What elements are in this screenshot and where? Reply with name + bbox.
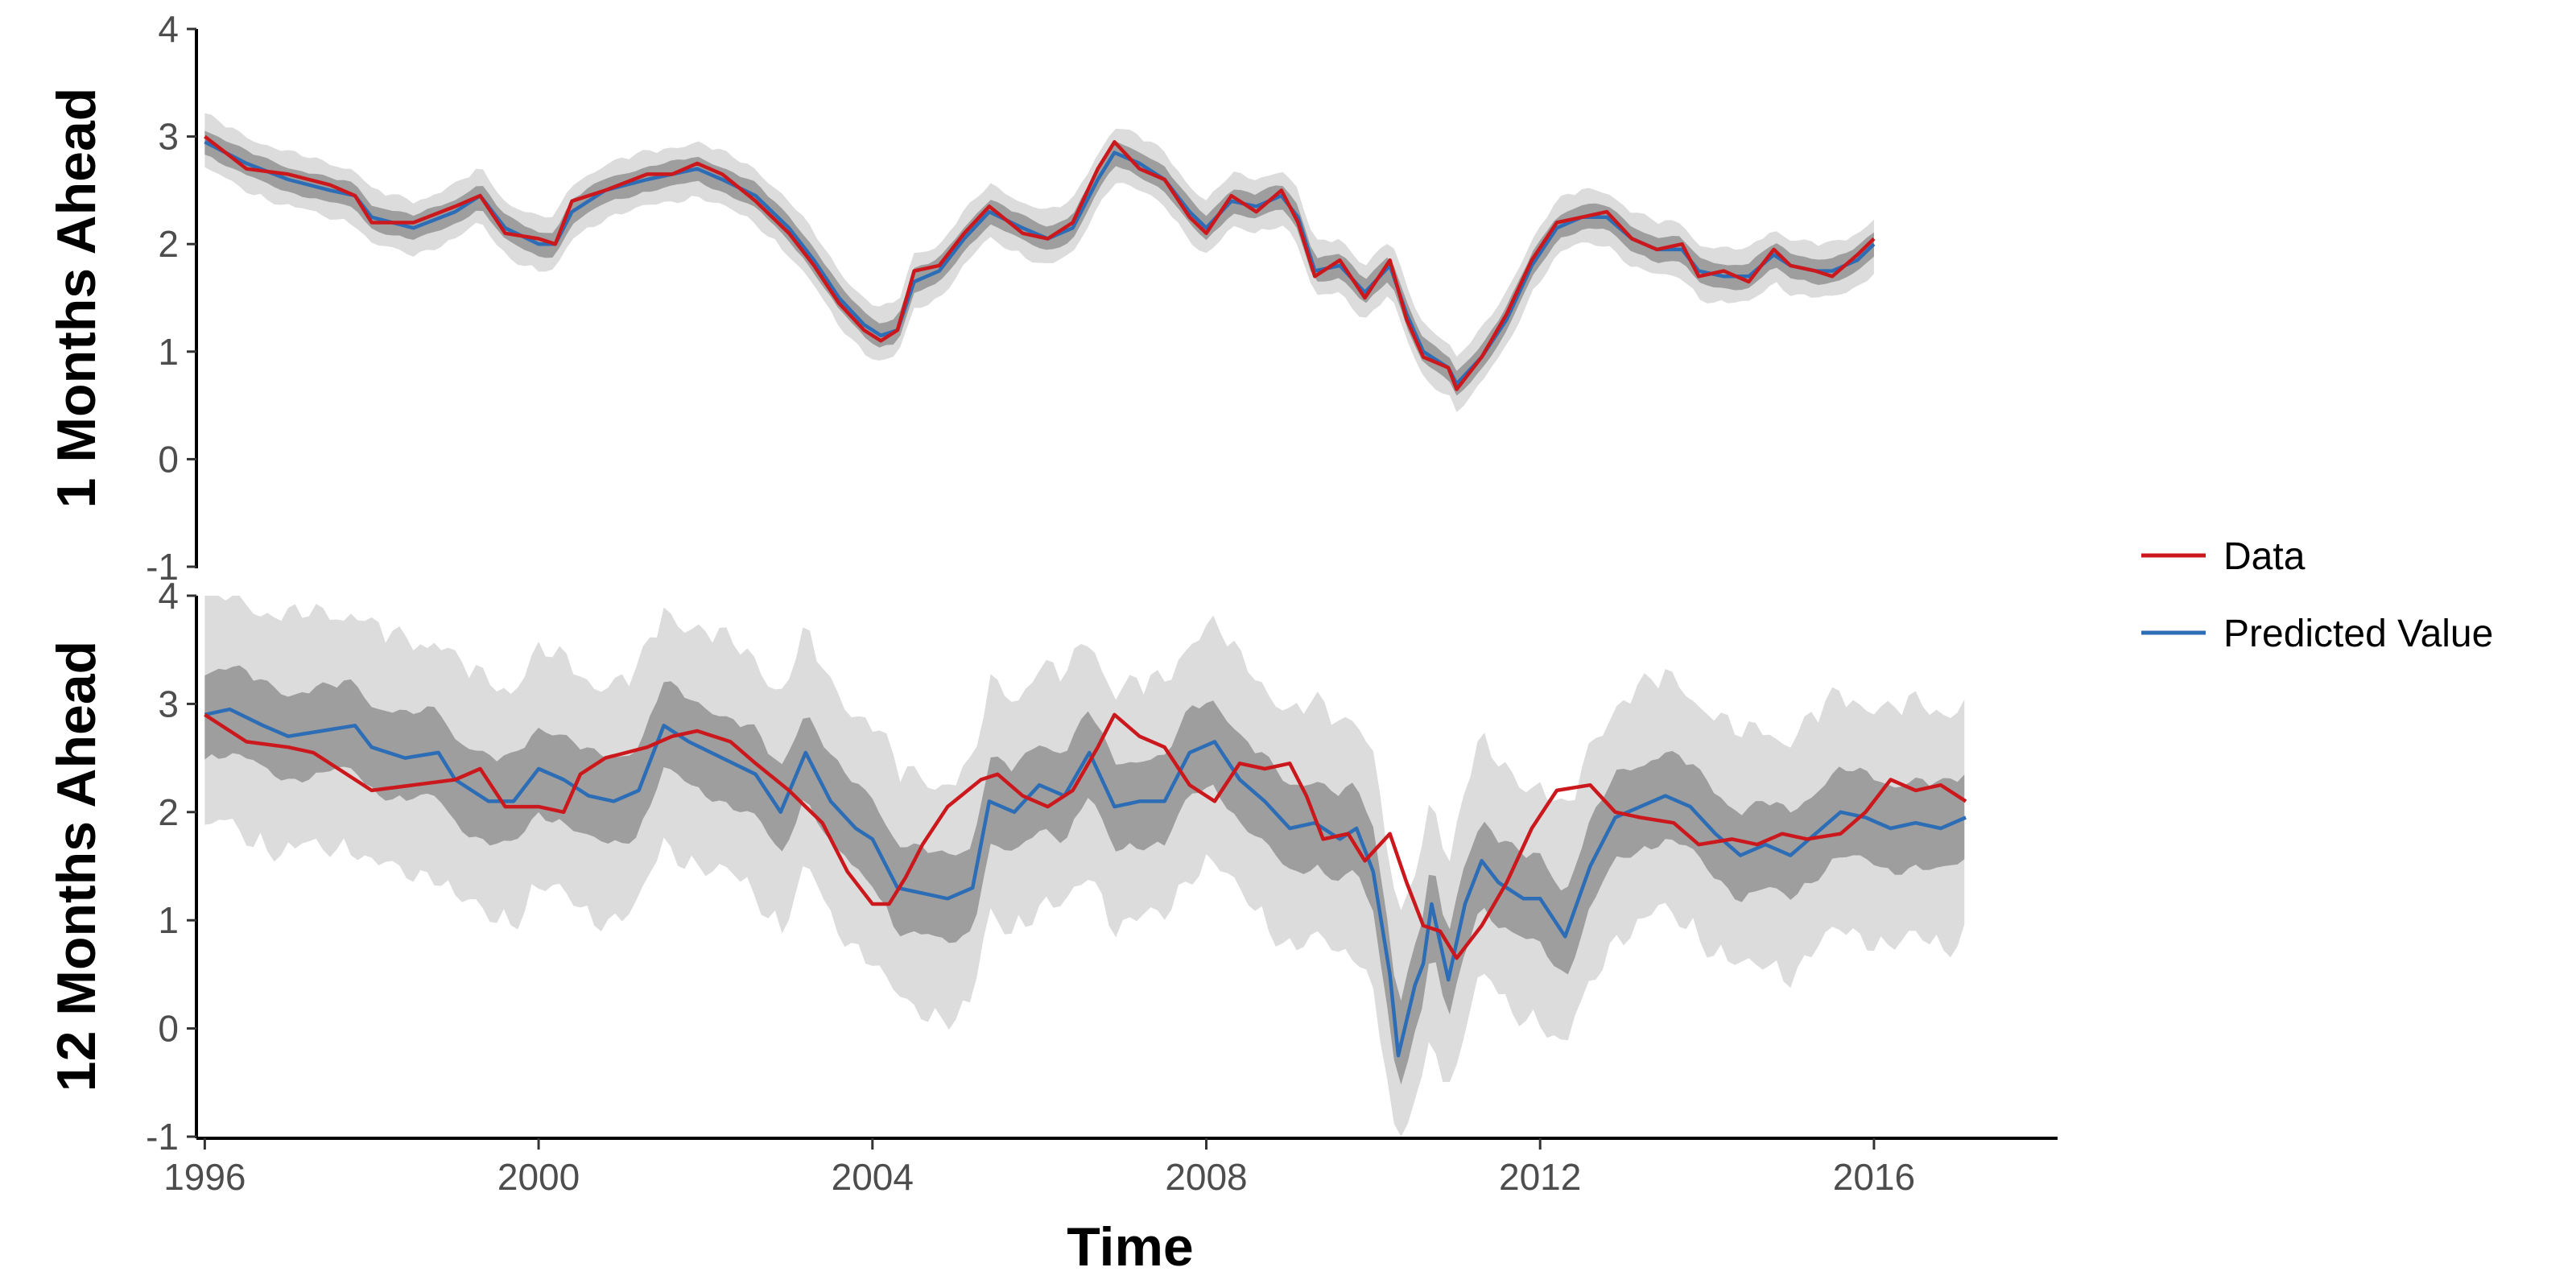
x-axis-title: Time (1067, 1216, 1193, 1278)
series-line-data (204, 712, 1967, 960)
y-tick-label: 0 (158, 1008, 179, 1050)
y-tick-label: 1 (158, 899, 179, 941)
y-tick-label: 0 (158, 438, 179, 480)
y-tick-label: 3 (158, 683, 179, 724)
x-tick-label: 2016 (1833, 1156, 1915, 1198)
confidence-band-outer (204, 596, 1965, 1137)
y-tick-label: 2 (158, 223, 179, 265)
x-axis: 1996 2000 2004 2008 2012 2016 (163, 1137, 2058, 1198)
legend: Data Predicted Value (2141, 535, 2493, 655)
x-tick-label: 2000 (497, 1156, 580, 1198)
y-tick-label: -1 (146, 1116, 179, 1158)
legend-label: Predicted Value (2223, 613, 2493, 655)
confidence-band-inner (204, 130, 1874, 396)
x-tick-label: 2004 (832, 1156, 914, 1198)
x-tick-label: 2008 (1165, 1156, 1247, 1198)
panel-1-months-ahead: -1 0 1 2 3 4 1 Months Ahead (46, 8, 1876, 588)
x-tick-label: 1996 (163, 1156, 246, 1198)
y-axis-title: 1 Months Ahead (46, 88, 107, 509)
panel-12-months-ahead: -1 0 1 2 3 4 12 Months Ahead (46, 575, 1967, 1158)
series-line-predicted (204, 140, 1876, 386)
y-tick-label: -1 (146, 546, 179, 588)
series-line-predicted (204, 707, 1967, 1058)
y-tick-label: 4 (158, 8, 179, 50)
y-axis-title: 12 Months Ahead (46, 641, 107, 1092)
y-tick-label: 3 (158, 116, 179, 158)
y-tick-label: 4 (158, 575, 179, 617)
series-line-data (204, 134, 1876, 391)
confidence-band-outer (204, 113, 1874, 413)
y-tick-label: 1 (158, 331, 179, 373)
x-tick-label: 2012 (1499, 1156, 1581, 1198)
y-tick-label: 2 (158, 791, 179, 833)
legend-label: Data (2223, 535, 2306, 578)
